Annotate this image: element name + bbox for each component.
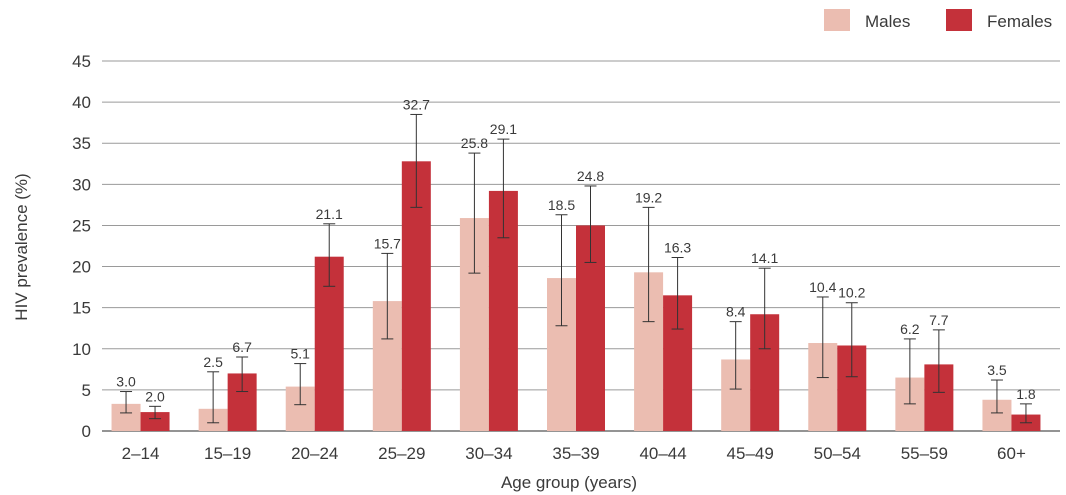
x-tick-label: 40–44 (639, 444, 686, 463)
legend-label-females: Females (987, 12, 1052, 31)
y-tick-label: 10 (72, 340, 91, 359)
legend-label-males: Males (865, 12, 910, 31)
legend: Males Females (824, 9, 1052, 31)
y-tick-label: 30 (72, 175, 91, 194)
data-label: 2.0 (145, 388, 165, 404)
data-label: 21.1 (316, 206, 343, 222)
data-label: 14.1 (751, 250, 778, 266)
y-tick-label: 5 (82, 381, 91, 400)
data-label: 6.2 (900, 321, 920, 337)
x-tick-label: 35–39 (552, 444, 599, 463)
data-label: 32.7 (403, 96, 430, 112)
x-tick-label: 55–59 (901, 444, 948, 463)
data-label: 8.4 (726, 304, 746, 320)
data-label: 6.7 (232, 339, 252, 355)
data-label: 16.3 (664, 240, 691, 256)
y-tick-label: 45 (72, 52, 91, 71)
y-tick-label: 40 (72, 93, 91, 112)
bar-females (140, 412, 170, 431)
x-tick-label: 50–54 (814, 444, 861, 463)
data-label: 10.2 (838, 285, 865, 301)
data-label: 24.8 (577, 168, 604, 184)
x-tick-label: 30–34 (465, 444, 512, 463)
x-tick-labels: 2–14 15–19 20–24 25–29 30–34 35–39 40–44 45–49 5… (122, 444, 1026, 463)
y-tick-label: 15 (72, 299, 91, 318)
y-tick-label: 25 (72, 216, 91, 235)
data-label: 29.1 (490, 121, 517, 137)
data-label: 19.2 (635, 189, 662, 205)
x-tick-label: 45–49 (727, 444, 774, 463)
data-label: 25.8 (461, 135, 488, 151)
x-tick-label: 60+ (997, 444, 1026, 463)
data-label: 5.1 (290, 346, 310, 362)
data-label: 15.7 (374, 235, 401, 251)
legend-swatch-males (824, 9, 850, 31)
data-label: 1.8 (1016, 386, 1036, 402)
data-label: 18.5 (548, 197, 575, 213)
bars (111, 161, 1041, 432)
x-tick-label: 15–19 (204, 444, 251, 463)
data-label: 3.5 (987, 362, 1007, 378)
x-tick-label: 25–29 (378, 444, 425, 463)
y-tick-labels: 0 5 10 15 20 25 30 35 40 45 (72, 52, 91, 441)
y-axis-label: HIV prevalence (%) (12, 173, 31, 320)
x-tick-label: 2–14 (122, 444, 160, 463)
data-label: 2.5 (203, 354, 223, 370)
legend-swatch-females (946, 9, 972, 31)
x-tick-label: 20–24 (291, 444, 338, 463)
y-tick-label: 20 (72, 258, 91, 277)
y-tick-label: 35 (72, 134, 91, 153)
data-labels: 3.0 2.0 2.5 6.7 5.1 21.1 15.7 32.7 25.829.1 18.52… (116, 96, 1036, 404)
x-axis-label: Age group (years) (501, 473, 637, 492)
data-label: 10.4 (809, 279, 836, 295)
error-bars (120, 113, 1032, 424)
data-label: 7.7 (929, 312, 949, 328)
y-tick-label: 0 (82, 422, 91, 441)
data-label: 3.0 (116, 374, 136, 390)
